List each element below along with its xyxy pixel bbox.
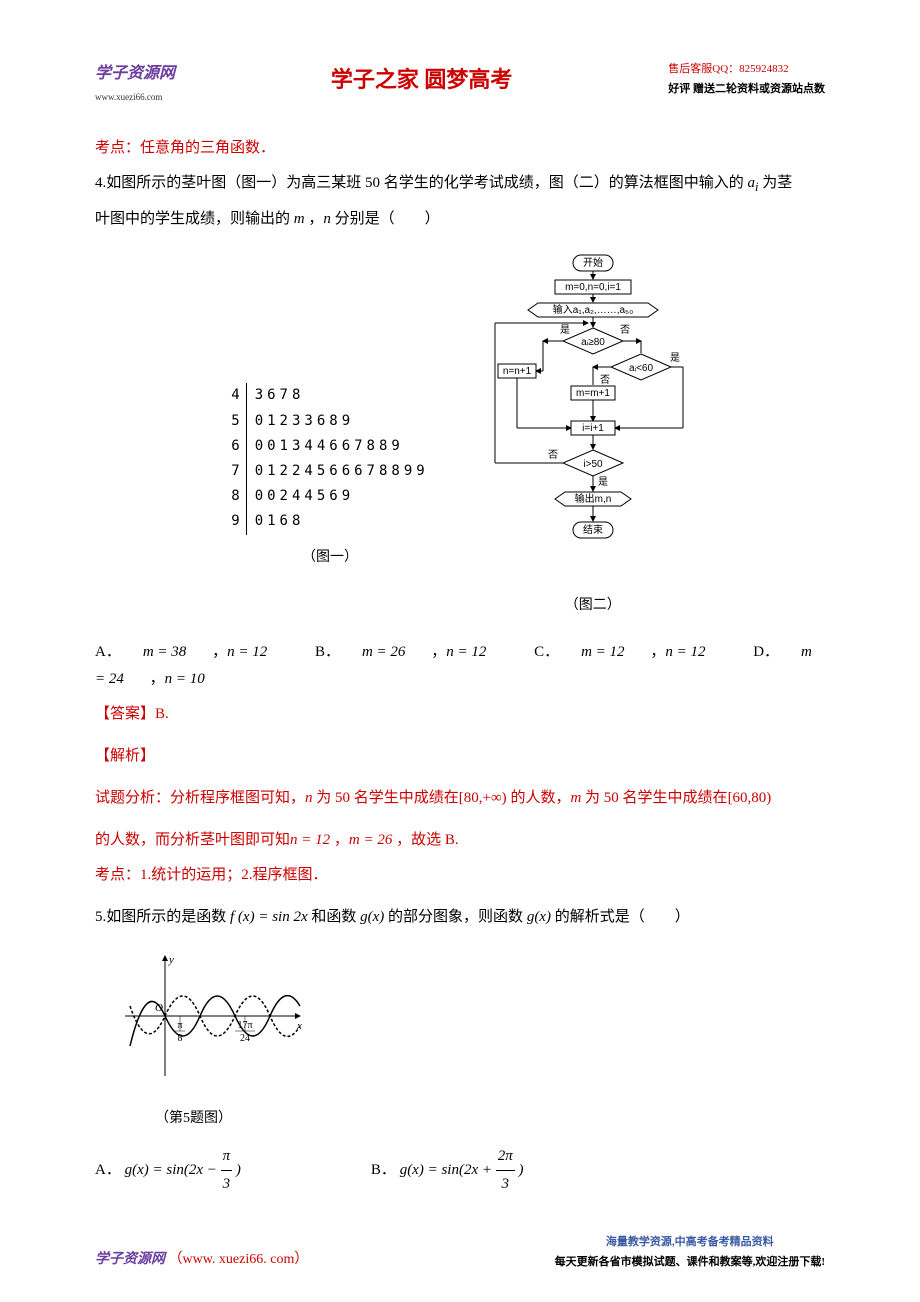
q4-analysis2: 的人数，而分析茎叶图即可知n = 12 ，m = 26 ，故选 B. xyxy=(95,827,825,854)
svg-text:否: 否 xyxy=(600,374,610,386)
svg-text:开始: 开始 xyxy=(583,256,603,269)
q4-diagram: 43678 501233689 6001344667889 7012245666… xyxy=(95,253,825,618)
svg-text:输入a₁,a₂,……,a₅₀: 输入a₁,a₂,……,a₅₀ xyxy=(552,303,632,316)
svg-text:24: 24 xyxy=(240,1033,250,1044)
svg-text:m=0,n=0,i=1: m=0,n=0,i=1 xyxy=(565,282,621,293)
svg-text:否: 否 xyxy=(620,324,630,336)
svg-text:是: 是 xyxy=(670,352,680,364)
svg-text:8: 8 xyxy=(178,1033,183,1044)
svg-text:aᵢ≥80: aᵢ≥80 xyxy=(581,337,605,348)
svg-text:是: 是 xyxy=(560,324,570,336)
header-right: 售后客服QQ：825924832 好评 赠送二轮资料或资源站点数 xyxy=(668,60,825,100)
svg-text:结束: 结束 xyxy=(583,523,603,536)
q3-point: 考点：任意角的三角函数． xyxy=(95,135,825,162)
q4-analysis1: 试题分析：分析程序框图可知，n 为 50 名学生中成绩在[80,+∞) 的人数，… xyxy=(95,785,825,812)
q5-graph: O y x π 8 17π 24 （第5题图） xyxy=(125,951,825,1131)
svg-text:m=m+1: m=m+1 xyxy=(576,388,610,399)
footer-left: 学子资源网 （www. xuezi66. com） xyxy=(95,1247,308,1272)
svg-text:否: 否 xyxy=(548,449,558,461)
sub-line: 好评 赠送二轮资料或资源站点数 xyxy=(668,80,825,100)
logo-title: 学子资源网 xyxy=(95,60,175,89)
q5-text: 5.如图所示的是函数 f (x) = sin 2x 和函数 g(x) 的部分图象… xyxy=(95,904,825,931)
q5-options: A． g(x) = sin(2x − π3 ) B． g(x) = sin(2x… xyxy=(95,1143,825,1198)
svg-text:输出m,n: 输出m,n xyxy=(574,492,611,505)
svg-text:n=n+1: n=n+1 xyxy=(503,366,532,377)
stem-leaf-table: 43678 501233689 6001344667889 7012245666… xyxy=(227,383,432,534)
footer-right: 海量教学资源,中高考备考精品资料 每天更新各省市模拟试题、课件和教案等,欢迎注册… xyxy=(555,1233,825,1273)
q4-analysis-label: 【解析】 xyxy=(95,743,825,770)
q4-text1: 4.如图所示的茎叶图（图一）为高三某班 50 名学生的化学考试成绩，图（二）的算… xyxy=(95,170,825,199)
flowchart-svg: .box{fill:#fff;stroke:#000;stroke-width:… xyxy=(493,253,693,573)
q5-option-b: B． g(x) = sin(2x + 2π3 ) xyxy=(371,1143,524,1198)
svg-text:i>50: i>50 xyxy=(583,459,603,470)
q4-options: A．m = 38 ，n = 12 B．m = 26 ，n = 12 C．m = … xyxy=(95,639,825,693)
logo-url: www.xuezi66.com xyxy=(95,89,175,105)
content: 考点：任意角的三角函数． 4.如图所示的茎叶图（图一）为高三某班 50 名学生的… xyxy=(95,135,825,1198)
svg-text:是: 是 xyxy=(598,476,608,488)
svg-text:aᵢ<60: aᵢ<60 xyxy=(629,363,654,374)
title-center: 学子之家 圆梦高考 xyxy=(331,60,513,100)
q4-answer: 【答案】B. xyxy=(95,701,825,728)
svg-text:17π: 17π xyxy=(237,1020,252,1031)
q4-point: 考点：1.统计的运用；2.程序框图． xyxy=(95,862,825,889)
qq-line: 售后客服QQ：825924832 xyxy=(668,60,825,80)
flowchart: .box{fill:#fff;stroke:#000;stroke-width:… xyxy=(493,253,693,618)
footer: 学子资源网 （www. xuezi66. com） 海量教学资源,中高考备考精品… xyxy=(95,1233,825,1273)
svg-text:y: y xyxy=(168,954,174,966)
svg-text:i=i+1: i=i+1 xyxy=(582,423,604,434)
page-header: 学子资源网 www.xuezi66.com 学子之家 圆梦高考 售后客服QQ：8… xyxy=(95,60,825,105)
logo-left: 学子资源网 www.xuezi66.com xyxy=(95,60,175,105)
q5-graph-svg: O y x π 8 17π 24 xyxy=(125,951,305,1081)
flowchart-label: （图二） xyxy=(493,593,693,618)
stem-leaf-label: （图一） xyxy=(227,545,432,570)
q5-option-a: A． g(x) = sin(2x − π3 ) xyxy=(95,1143,241,1198)
stem-leaf: 43678 501233689 6001344667889 7012245666… xyxy=(227,383,432,569)
q5-graph-label: （第5题图） xyxy=(155,1106,825,1131)
svg-text:π: π xyxy=(177,1020,182,1031)
q4-text2: 叶图中的学生成绩，则输出的 m ，n 分别是（ ） xyxy=(95,206,825,233)
